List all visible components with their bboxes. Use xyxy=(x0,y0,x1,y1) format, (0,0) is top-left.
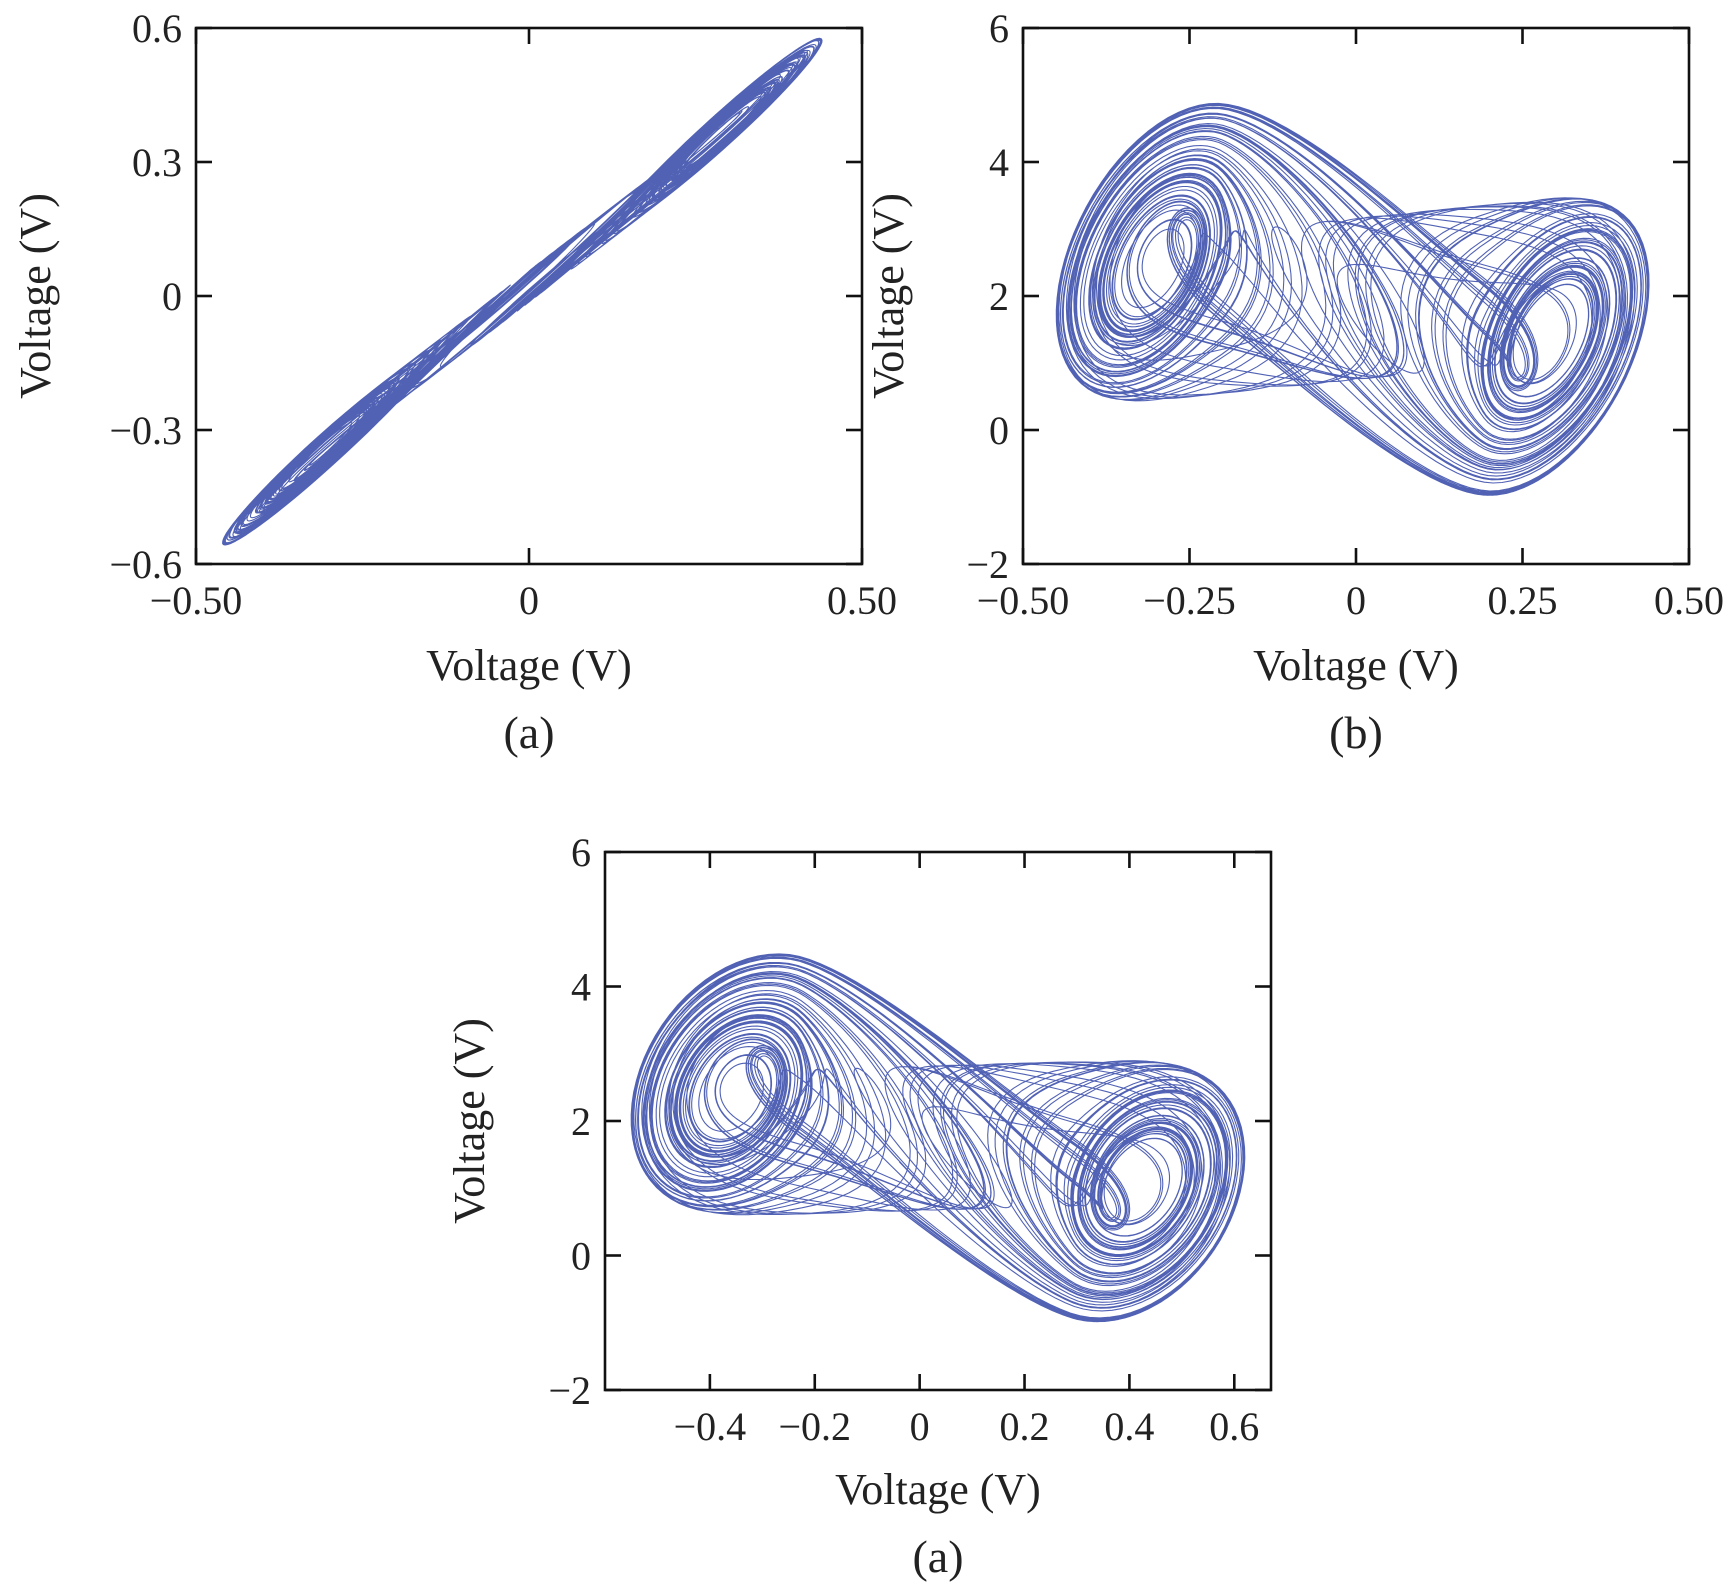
x-tick-label: −0.4 xyxy=(674,1404,747,1449)
y-tick-label: 2 xyxy=(989,274,1009,319)
x-tick-label: 0.4 xyxy=(1104,1404,1154,1449)
attractor-trace xyxy=(222,37,823,546)
y-tick-label: 2 xyxy=(571,1099,591,1144)
x-tick-label: 0.50 xyxy=(1654,578,1724,623)
panel-top-left: −0.50 0 0.50 −0.6 −0.3 0 0.3 0.6 Voltage (V) Vo… xyxy=(11,6,897,758)
x-tick-label: −0.50 xyxy=(977,578,1070,623)
trace-group xyxy=(222,37,823,546)
x-tick-label: −0.50 xyxy=(150,578,243,623)
x-tick-label: 0.6 xyxy=(1209,1404,1259,1449)
panel-caption: (a) xyxy=(912,1531,963,1582)
tick-group: −0.50 0 0.50 −0.6 −0.3 0 0.3 0.6 xyxy=(109,6,897,623)
y-tick-label: −0.3 xyxy=(109,408,182,453)
y-tick-label: 0 xyxy=(571,1234,591,1279)
x-tick-label: −0.25 xyxy=(1143,578,1236,623)
y-tick-label: 0 xyxy=(162,274,182,319)
y-tick-label: 4 xyxy=(989,140,1009,185)
y-tick-label: −2 xyxy=(966,542,1009,587)
x-tick-label: 0 xyxy=(519,578,539,623)
y-tick-label: 4 xyxy=(571,965,591,1010)
y-tick-label: 0.3 xyxy=(132,140,182,185)
trace-group xyxy=(1055,102,1650,496)
x-tick-label: 0.25 xyxy=(1488,578,1558,623)
x-axis-label: Voltage (V) xyxy=(1253,641,1459,690)
y-tick-label: 6 xyxy=(571,830,591,875)
y-axis-label: Voltage (V) xyxy=(11,193,60,399)
x-tick-label: −0.2 xyxy=(778,1404,851,1449)
y-tick-label: 6 xyxy=(989,6,1009,51)
panel-caption: (b) xyxy=(1329,707,1383,758)
x-tick-label: 0 xyxy=(910,1404,930,1449)
trace-group xyxy=(630,953,1246,1323)
x-tick-label: 0.2 xyxy=(1000,1404,1050,1449)
attractor-trace xyxy=(1055,102,1650,496)
x-tick-label: 0 xyxy=(1346,578,1366,623)
x-axis-label: Voltage (V) xyxy=(426,641,632,690)
panel-bottom: −0.4 −0.2 0 0.2 0.4 0.6 −2 0 2 4 6 Voltage (V) Vol… xyxy=(445,830,1273,1582)
x-tick-label: 0.50 xyxy=(827,578,897,623)
x-axis-label: Voltage (V) xyxy=(835,1465,1041,1514)
tick-group: −0.4 −0.2 0 0.2 0.4 0.6 −2 0 2 4 6 xyxy=(548,830,1271,1449)
y-tick-label: 0.6 xyxy=(132,6,182,51)
y-axis-label: Voltage (V) xyxy=(445,1018,494,1224)
y-tick-label: −2 xyxy=(548,1368,591,1413)
y-tick-label: 0 xyxy=(989,408,1009,453)
y-axis-label: Voltage (V) xyxy=(864,193,913,399)
y-tick-label: −0.6 xyxy=(109,542,182,587)
tick-group: −0.50 −0.25 0 0.25 0.50 −2 0 2 4 6 xyxy=(966,6,1724,623)
attractor-trace xyxy=(630,953,1246,1323)
panel-caption: (a) xyxy=(503,707,554,758)
panel-top-right: −0.50 −0.25 0 0.25 0.50 −2 0 2 4 6 Voltage (V) Vo… xyxy=(864,6,1724,758)
